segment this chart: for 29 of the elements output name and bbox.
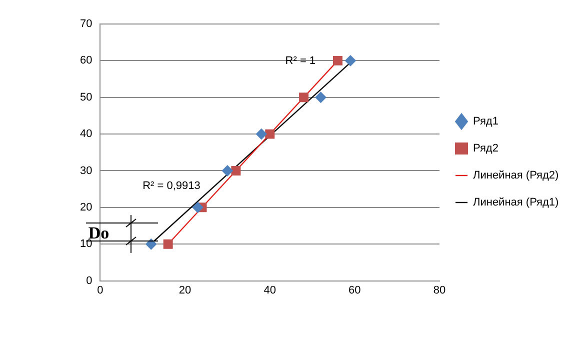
legend-label: Ряд1	[473, 116, 498, 128]
legend-label: Линейная (Ряд2)	[473, 170, 559, 182]
point	[146, 238, 157, 250]
point	[299, 92, 309, 102]
x-tick-label: 20	[178, 284, 192, 296]
point	[192, 202, 204, 213]
point	[222, 165, 233, 176]
y-tick-label: 70	[80, 18, 92, 30]
y-tick-label: 40	[80, 128, 92, 140]
point	[315, 92, 326, 103]
legend-label: Ряд2	[473, 142, 498, 155]
y-tick-label: 30	[80, 164, 92, 177]
point	[256, 128, 267, 140]
point	[265, 129, 275, 139]
y-tick-label: 0	[86, 274, 92, 287]
x-tick-label: 60	[348, 284, 361, 296]
x-tick-label: 80	[433, 284, 446, 296]
point	[163, 239, 173, 249]
annotation: R² = 1	[285, 54, 316, 67]
y-tick-label: 60	[80, 54, 92, 67]
point	[332, 56, 342, 66]
y-tick-label: 50	[80, 91, 92, 104]
x-tick-label: 40	[264, 284, 276, 296]
point	[344, 55, 356, 66]
y-tick-label: 20	[80, 201, 92, 214]
annotation: R² = 0,9913	[142, 180, 200, 192]
x-tick-label: 0	[97, 284, 104, 296]
legend-label: Линейная (Ряд1)	[473, 196, 559, 209]
point	[231, 166, 241, 176]
